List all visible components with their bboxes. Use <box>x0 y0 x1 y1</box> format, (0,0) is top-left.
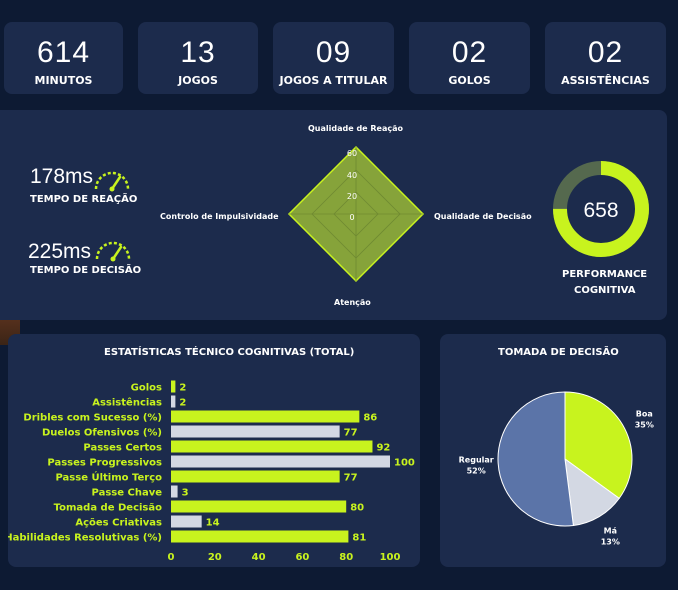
bar <box>171 380 176 393</box>
bar-category-label: Passes Progressivos <box>47 458 162 469</box>
x-tick-label: 20 <box>208 552 222 563</box>
stat-card-assists: 02 ASSISTÊNCIAS <box>545 22 666 94</box>
pie-slice-label: Má <box>604 527 617 536</box>
x-tick-label: 80 <box>339 552 353 563</box>
bar-category-label: Duelos Ofensivos (%) <box>42 428 162 439</box>
bar-value-label: 2 <box>179 383 186 394</box>
decision-time-value: 225ms <box>28 240 92 263</box>
bar-category-label: Passe Último Terço <box>55 471 162 484</box>
bar-value-label: 80 <box>350 503 364 514</box>
x-tick-label: 100 <box>380 552 401 563</box>
decision-pie-panel: TOMADA DE DECISÃO Boa 35% Má 13% Regular 52% <box>440 334 666 567</box>
stat-value: 614 <box>36 36 91 69</box>
bar-chart-title: ESTATÍSTICAS TÉCNICO COGNITIVAS (TOTAL) <box>104 347 355 358</box>
bar-category-label: Tomada de Decisão <box>54 503 162 514</box>
gauge-icon <box>94 171 130 192</box>
radar-tick: 0 <box>349 213 354 222</box>
pie-chart-title: TOMADA DE DECISÃO <box>498 347 619 358</box>
bar-value-label: 3 <box>182 488 189 499</box>
x-tick-label: 60 <box>295 552 309 563</box>
gauge-icon <box>95 241 131 262</box>
bar-value-label: 2 <box>179 398 186 409</box>
performance-value: 658 <box>583 199 618 222</box>
decision-time-label: TEMPO DE DECISÃO <box>30 265 142 276</box>
radar-tick: 20 <box>347 192 357 201</box>
bar-category-label: Dribles com Sucesso (%) <box>23 413 162 424</box>
bar-category-label: Passe Chave <box>92 488 163 499</box>
radar-tick: 40 <box>347 171 357 180</box>
stat-label: GOLOS <box>448 74 491 87</box>
bar <box>171 455 390 468</box>
stat-label: JOGOS A TITULAR <box>279 74 388 87</box>
bar <box>171 530 349 543</box>
radar-chart: 60 40 20 0 <box>287 145 425 283</box>
ring-progress <box>553 161 649 257</box>
bar <box>171 515 202 528</box>
bar-value-label: 86 <box>363 413 377 424</box>
bar-value-label: 14 <box>206 518 220 529</box>
bar-value-label: 81 <box>352 533 366 544</box>
stat-value: 13 <box>180 36 216 69</box>
pie-chart: Boa 35% Má 13% Regular 52% <box>459 391 654 547</box>
bar-value-label: 77 <box>344 473 358 484</box>
bar-category-label: Assistências <box>92 397 162 409</box>
pie-slice <box>564 391 633 500</box>
stats-bar-panel: ESTATÍSTICAS TÉCNICO COGNITIVAS (TOTAL) … <box>8 334 420 567</box>
bar-category-label: Ações Criativas <box>75 518 162 529</box>
stat-label: JOGOS <box>178 74 218 87</box>
x-tick-label: 40 <box>252 552 266 563</box>
stat-card-games: 13 JOGOS <box>138 22 258 94</box>
stat-card-goals: 02 GOLOS <box>409 22 530 94</box>
bar <box>171 500 347 513</box>
stat-card-minutes: 614 MINUTOS <box>4 22 123 94</box>
stat-value: 02 <box>451 36 488 69</box>
bar-value-label: 92 <box>376 443 390 454</box>
cognitive-panel: 178ms TEMPO DE REAÇÃO 225ms TEMPO DE DEC… <box>0 110 667 320</box>
bar-category-label: Golos <box>131 383 162 394</box>
bar-chart: Golos 2 Assistências 2 Dribles com Sucesso (… <box>8 380 415 563</box>
performance-label-line2: COGNITIVA <box>574 285 636 296</box>
pie-slice-label: Regular <box>459 456 494 465</box>
pie-slice-percent: 52% <box>467 467 486 476</box>
stat-card-starts: 09 JOGOS A TITULAR <box>273 22 394 94</box>
reaction-time-value: 178ms <box>30 165 94 188</box>
performance-ring: 658 <box>553 161 649 257</box>
stat-value: 02 <box>587 36 624 69</box>
bar-category-label: Passes Certos <box>83 443 162 454</box>
stat-label: MINUTOS <box>34 74 93 87</box>
pie-slice-percent: 35% <box>635 421 654 430</box>
radar-tick: 60 <box>347 149 357 158</box>
bar-category-label: Habilidades Resolutivas (%) <box>8 533 162 544</box>
radar-label-bottom: Atenção <box>334 298 371 307</box>
radar-label-left: Controlo de Impulsividade <box>160 212 279 221</box>
stat-label: ASSISTÊNCIAS <box>561 74 650 87</box>
bar <box>171 440 373 453</box>
stat-value: 09 <box>315 36 352 69</box>
reaction-time-label: TEMPO DE REAÇÃO <box>30 194 138 205</box>
bar-value-label: 77 <box>344 428 358 439</box>
bar <box>171 470 340 483</box>
pie-slice-label: Boa <box>636 410 653 419</box>
radar-label-right: Qualidade de Decisão <box>434 212 532 221</box>
bar <box>171 485 178 498</box>
bar <box>171 425 340 438</box>
x-tick-label: 0 <box>168 552 175 563</box>
bar-value-label: 100 <box>394 458 415 469</box>
pie-slice-percent: 13% <box>601 538 620 547</box>
bar <box>171 395 176 408</box>
pie-slice <box>564 457 620 527</box>
performance-label-line1: PERFORMANCE <box>562 269 648 280</box>
pie-slice <box>497 391 574 527</box>
bar <box>171 410 360 423</box>
radar-label-top: Qualidade de Reação <box>308 124 403 133</box>
